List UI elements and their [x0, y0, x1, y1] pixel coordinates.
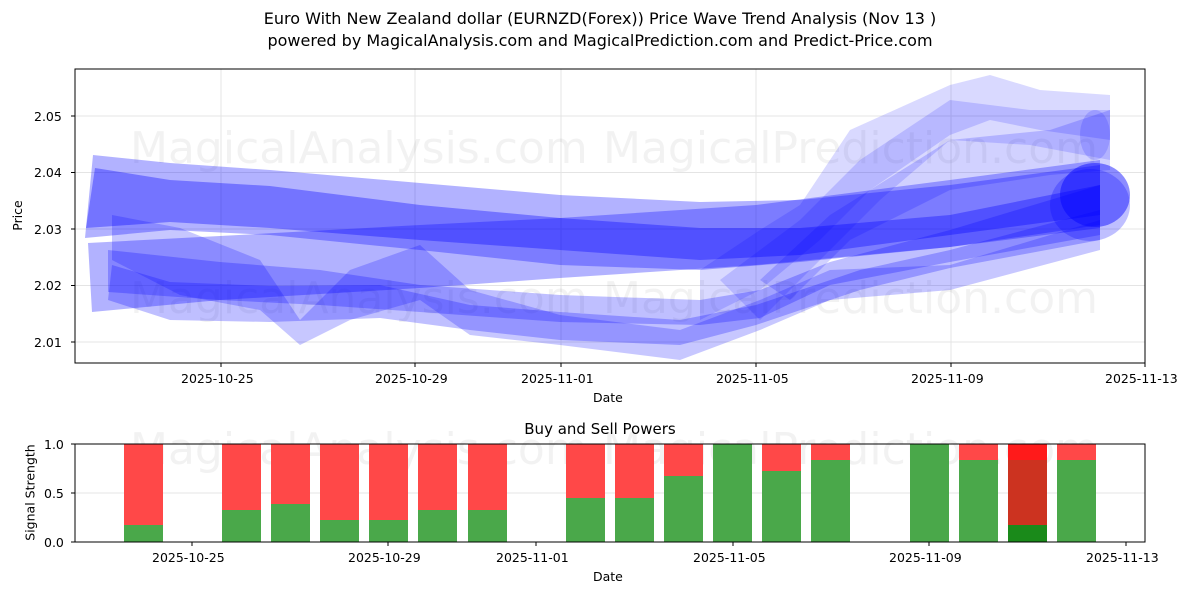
svg-text:MagicalAnalysis.com: MagicalAnalysis.com	[130, 273, 588, 324]
power-x-tick-label: 2025-11-09	[889, 550, 962, 565]
svg-text:MagicalPrediction.com: MagicalPrediction.com	[603, 273, 1098, 324]
power-x-tick-label: 2025-10-25	[152, 550, 225, 565]
power-y-axis-label: Signal Strength	[22, 444, 38, 541]
price-y-axis-label: Price	[9, 200, 25, 231]
chart-title: Euro With New Zealand dollar (EURNZD(For…	[263, 9, 937, 28]
price-x-tick-label: 2025-10-25	[181, 371, 254, 386]
power-chart-title: Buy and Sell Powers	[524, 420, 676, 438]
watermark-top: MagicalAnalysis.com MagicalPrediction.co…	[130, 123, 1098, 324]
price-chart-grid	[75, 69, 1145, 363]
price-x-axis-label: Date	[593, 390, 623, 405]
price-y-ticks	[71, 115, 75, 343]
price-x-tick-label: 2025-11-13	[1105, 371, 1178, 386]
price-x-tick-label: 2025-10-29	[375, 371, 448, 386]
power-y-tick-label: 0.0	[44, 535, 64, 550]
power-y-ticks	[71, 443, 75, 543]
power-y-tick-label: 0.5	[44, 486, 64, 501]
svg-text:MagicalPrediction.com: MagicalPrediction.com	[603, 123, 1098, 174]
price-y-tick-label: 2.03	[34, 222, 62, 237]
price-x-tick-label: 2025-11-01	[521, 371, 594, 386]
price-y-tick-label: 2.02	[34, 278, 62, 293]
price-chart-frame	[74, 68, 1146, 364]
power-x-tick-label: 2025-10-29	[348, 550, 421, 565]
svg-text:MagicalAnalysis.com: MagicalAnalysis.com	[130, 123, 588, 174]
power-x-ticks	[191, 542, 1127, 546]
power-x-axis-label: Date	[593, 569, 623, 584]
power-x-tick-label: 2025-11-01	[496, 550, 569, 565]
price-x-tick-label: 2025-11-05	[716, 371, 789, 386]
chart-subtitle: powered by MagicalAnalysis.com and Magic…	[267, 31, 933, 50]
power-bars	[124, 444, 1096, 542]
price-x-ticks	[220, 363, 1146, 367]
power-x-tick-label: 2025-11-05	[693, 550, 766, 565]
power-y-tick-label: 1.0	[44, 437, 64, 452]
price-y-tick-label: 2.04	[34, 165, 62, 180]
price-y-tick-label: 2.01	[34, 335, 62, 350]
price-y-tick-label: 2.05	[34, 109, 62, 124]
price-wave-bands	[85, 75, 1130, 360]
price-x-tick-label: 2025-11-09	[911, 371, 984, 386]
power-x-tick-label: 2025-11-13	[1086, 550, 1159, 565]
